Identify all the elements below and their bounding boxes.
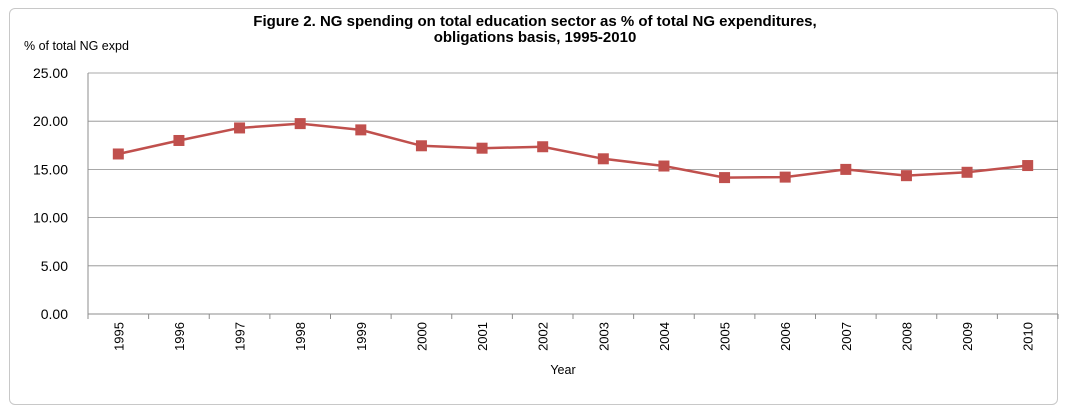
x-tick-label: 1998	[293, 322, 308, 351]
chart-frame	[9, 8, 1058, 405]
data-point-marker	[779, 171, 791, 183]
x-axis-label: Year	[550, 363, 575, 377]
data-point-marker	[961, 166, 973, 178]
data-point-marker	[355, 124, 367, 136]
x-tick-label: 1996	[172, 322, 187, 351]
series-line	[118, 122, 1028, 179]
x-tick-label: 2008	[899, 322, 914, 351]
x-tick-label: 1999	[354, 322, 369, 351]
x-tick-label: 2000	[414, 322, 429, 351]
x-tick-label: 1995	[111, 322, 126, 351]
data-point-marker	[294, 118, 306, 130]
chart-title-line-1: Figure 2. NG spending on total education…	[253, 13, 816, 30]
y-tick-label: 15.00	[33, 161, 68, 177]
data-point-marker	[719, 172, 731, 184]
x-tick-label: 2002	[536, 322, 551, 351]
data-point-marker	[840, 163, 852, 175]
data-point-marker	[597, 153, 609, 165]
y-tick-label: 25.00	[33, 65, 68, 81]
data-point-marker	[415, 140, 427, 152]
y-tick-label: 10.00	[33, 210, 68, 226]
y-tick-label: 5.00	[41, 258, 68, 274]
x-tick-label: 2006	[778, 322, 793, 351]
x-tick-label: 2009	[960, 322, 975, 351]
x-tick-label: 2004	[657, 322, 672, 351]
data-point-marker	[900, 170, 912, 182]
chart-title-line-2: obligations basis, 1995-2010	[434, 29, 637, 46]
x-tick-label: 2007	[839, 322, 854, 351]
x-tick-label: 2003	[596, 322, 611, 351]
x-tick-label: 1997	[233, 322, 248, 351]
data-point-marker	[658, 160, 670, 172]
x-tick-label: 2010	[1021, 322, 1036, 351]
data-point-marker	[476, 142, 488, 154]
x-tick-label: 2001	[475, 322, 490, 351]
y-tick-label: 0.00	[41, 306, 68, 322]
data-point-marker	[173, 134, 185, 146]
data-point-marker	[1022, 160, 1034, 172]
y-axis-label: % of total NG expd	[24, 39, 129, 53]
data-point-marker	[112, 148, 124, 160]
data-point-marker	[234, 122, 246, 134]
x-tick-label: 2005	[718, 322, 733, 351]
y-tick-label: 20.00	[33, 113, 68, 129]
data-point-marker	[537, 141, 549, 153]
